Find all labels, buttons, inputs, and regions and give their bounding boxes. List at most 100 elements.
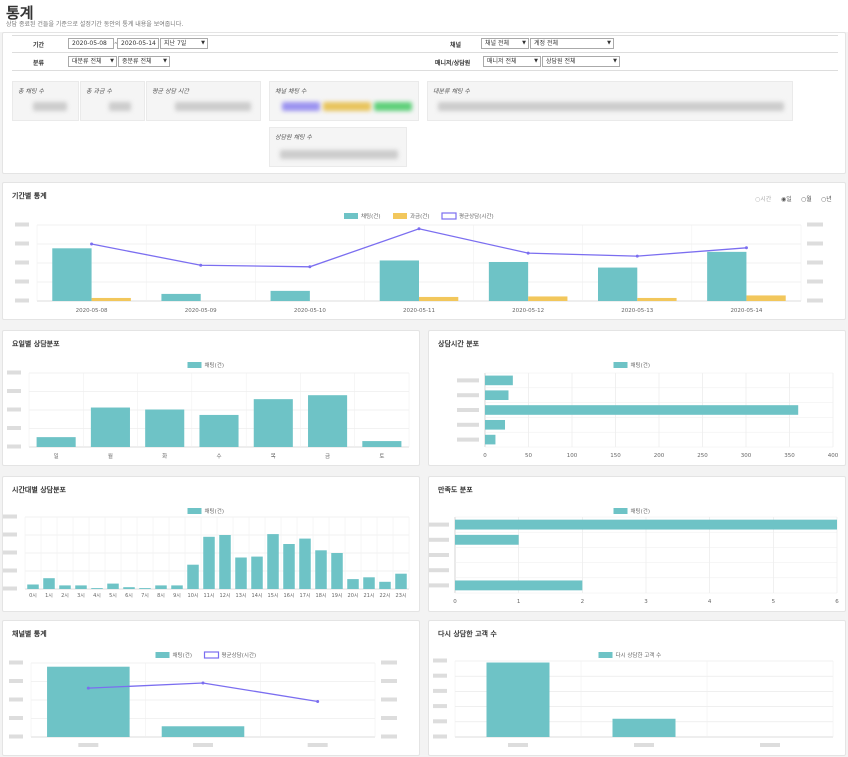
hour-title: 시간대별 상담분포 [12, 486, 66, 494]
x-tick-label: 50 [525, 453, 532, 459]
legend-swatch [441, 212, 457, 220]
filter-card: 기간 2020-05-08 ~ 2020-05-14 지난 7일▼ 채널 채널 … [2, 32, 846, 174]
x-tick-label: 16시 [284, 593, 295, 599]
bar [91, 297, 131, 301]
bar [253, 399, 293, 447]
tick-label-blur [15, 298, 29, 303]
date-to-input[interactable]: 2020-05-14 [117, 38, 159, 49]
tick-label-blur [433, 658, 447, 663]
x-tick-label: 1 [517, 599, 521, 605]
tick-label-blur [381, 660, 397, 665]
bar [203, 536, 215, 589]
x-tick-label: 월 [108, 452, 113, 460]
tick-label-blur [429, 553, 449, 557]
bar [637, 297, 677, 301]
page-subtitle: 상담 종료된 건들을 기준으로 설정기간 동안의 통계 내용을 보여줍니다. [6, 21, 184, 28]
legend-label: 채팅(건) [173, 651, 192, 659]
chevron-down-icon: ▼ [110, 58, 114, 64]
legend-label: 과금(건) [410, 212, 429, 220]
page-title: 통계 [6, 4, 34, 22]
x-tick-label: 2시 [61, 593, 69, 599]
bar [485, 405, 799, 415]
bar [746, 295, 786, 301]
avg-time-stat: 평균 상담 시간 [146, 81, 261, 121]
tick-label-blur [433, 734, 447, 739]
x-tick-label: 0 [453, 599, 457, 605]
period-chart: 채팅(건) 과금(건) 평균상담(시간) 2020-05-08 2020-05-09 20… [15, 212, 823, 314]
bar [123, 587, 135, 589]
chevron-down-icon: ▼ [522, 40, 526, 46]
bar [219, 535, 231, 589]
line-point [86, 686, 90, 690]
bar [145, 409, 185, 447]
tick-label-blur [807, 279, 823, 284]
bar [331, 553, 343, 589]
agent-select[interactable]: 상담원 전체 ▼ [542, 56, 620, 67]
tick-label-blur [433, 704, 447, 709]
bar [52, 248, 92, 301]
tick-label-blur [3, 532, 17, 537]
return-title: 다시 상담한 고객 수 [438, 630, 497, 638]
legend-label: 평균상담(시간) [222, 651, 257, 659]
manager-select[interactable]: 매니저 전체 ▼ [483, 56, 541, 67]
x-tick-label: 5시 [109, 593, 117, 599]
bar [299, 538, 311, 589]
bar [155, 585, 167, 589]
major-category-select[interactable]: 대분류 전체 ▼ [68, 56, 117, 67]
legend-label: 채팅(건) [631, 507, 650, 515]
bar [43, 578, 55, 589]
tick-label-blur [429, 568, 449, 573]
line-point [308, 265, 312, 269]
x-tick-label: 목 [271, 453, 276, 460]
radio-year[interactable]: ○년 [821, 196, 832, 203]
line-point [635, 254, 639, 258]
channel-card: 채널별 통계 채팅(건) 평균상담(시간) [2, 620, 420, 756]
x-tick-label: 400 [828, 453, 839, 459]
tick-label-blur [9, 697, 23, 702]
return-card: 다시 상담한 고객 수 다시 상담한 고객 수 [428, 620, 846, 756]
bar [161, 293, 201, 301]
x-tick-label: 21시 [364, 593, 375, 599]
bar [528, 296, 568, 301]
date-from-input[interactable]: 2020-05-08 [68, 38, 114, 49]
hour-chart: 채팅(건) 0시 1시 2시 3시 4시 5시 6시 7시 8시 9시 10시 11시 12시 13시 14시… [3, 507, 410, 599]
radio-month[interactable]: ○월 [801, 196, 812, 203]
major-chats-stat: 대분류 채팅 수 [427, 81, 793, 121]
bar [485, 390, 509, 401]
line-point [316, 699, 320, 703]
agent-chats-stat: 상담원 채팅 수 [269, 127, 407, 167]
legend-swatch [203, 651, 220, 659]
x-tick-label: 2 [581, 599, 585, 605]
tick-label-blur [3, 568, 17, 573]
x-tick-label: 일 [54, 452, 59, 460]
x-tick-label: 150 [610, 453, 621, 459]
bar [90, 407, 130, 447]
bar [59, 585, 71, 589]
range-select[interactable]: 지난 7일 ▼ [160, 38, 208, 49]
bar [315, 550, 327, 589]
bar [379, 260, 419, 301]
minor-category-select[interactable]: 중분류 전체 ▼ [118, 56, 170, 67]
bar [107, 583, 119, 589]
account-select[interactable]: 계정 전체 ▼ [530, 38, 614, 49]
channel-select[interactable]: 채널 전체 ▼ [481, 38, 529, 49]
bar [419, 296, 459, 301]
chevron-down-icon: ▼ [201, 40, 205, 46]
tick-label-blur [457, 422, 479, 427]
line-point [526, 251, 530, 255]
tick-label-blur [3, 514, 17, 519]
tick-label-blur [9, 679, 23, 683]
bar [47, 666, 130, 737]
line-point [199, 263, 203, 267]
tick-label-blur [634, 743, 654, 747]
line-point [201, 681, 205, 685]
radio-hour[interactable]: ○시간 [755, 196, 772, 203]
line-point [744, 246, 748, 250]
bar [363, 577, 375, 589]
tick-label-blur [15, 241, 29, 246]
dow-chart: 채팅(건) 일 월 화 수 목 금 토 [7, 361, 410, 460]
x-tick-label: 17시 [300, 593, 311, 599]
tick-label-blur [381, 716, 397, 720]
radio-day[interactable]: ◉일 [781, 196, 792, 203]
x-tick-label: 18시 [316, 593, 327, 599]
